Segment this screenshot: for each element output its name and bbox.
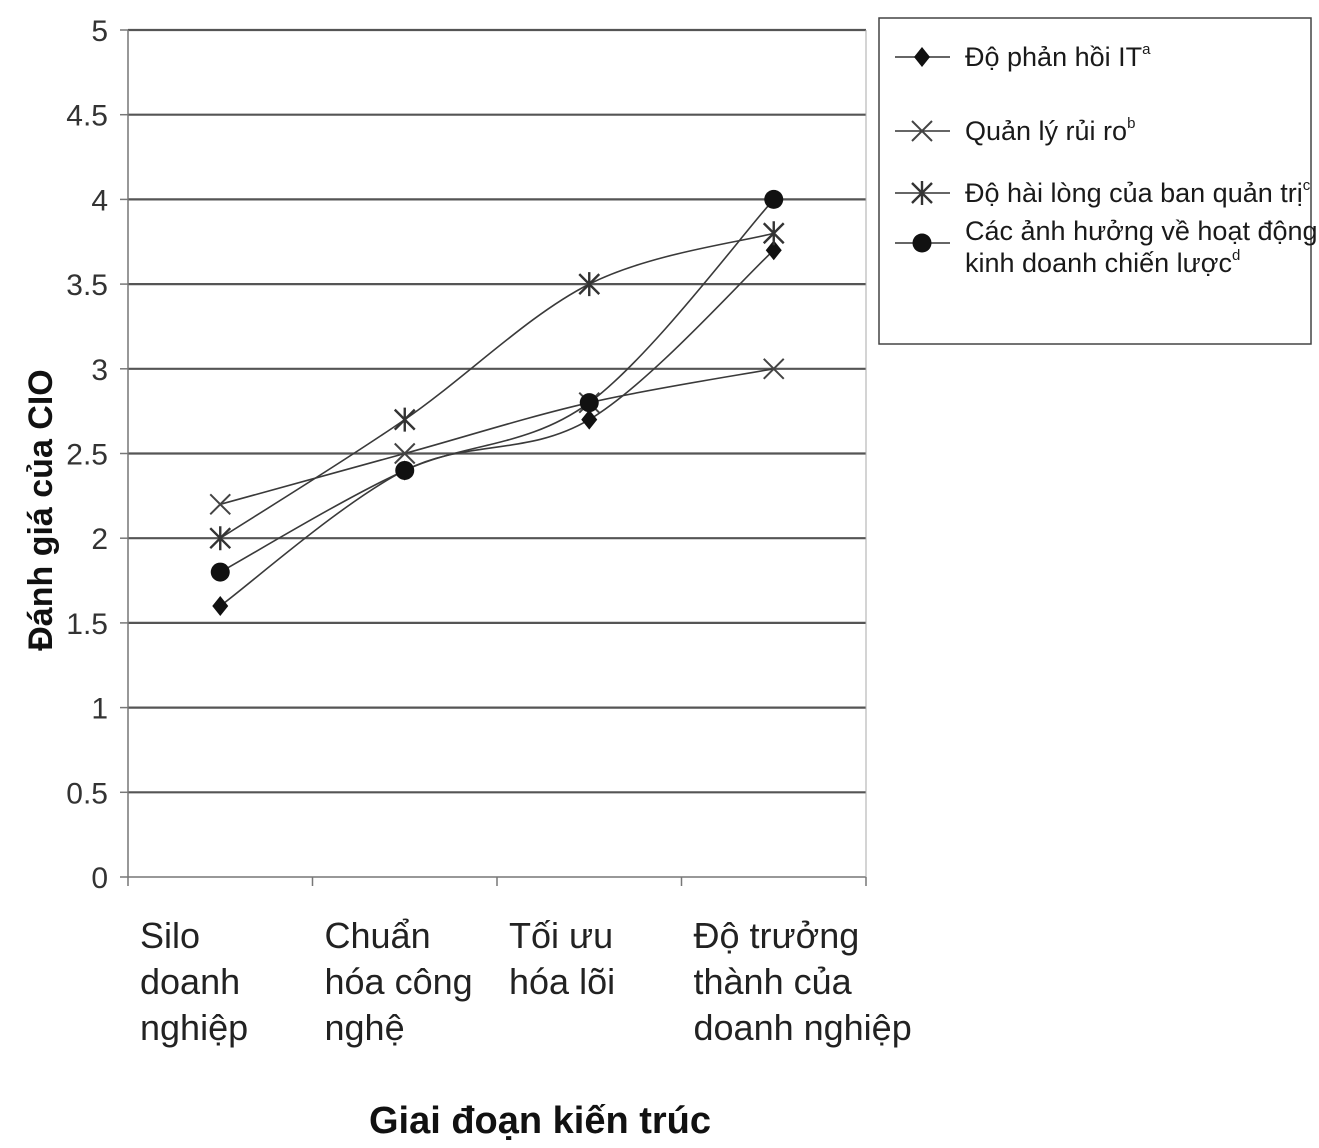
x-marker <box>911 120 933 142</box>
series-line <box>219 232 774 539</box>
circle-marker <box>395 460 415 480</box>
x-marker <box>209 493 231 516</box>
legend-label: Độ phản hồi ITa <box>965 41 1151 72</box>
x-category-label: Tối ưu hóa lõi <box>509 915 615 1002</box>
y-tick-label: 1 <box>91 693 108 726</box>
diamond-marker <box>765 240 782 261</box>
legend-box <box>878 17 1312 345</box>
star-marker <box>762 221 785 246</box>
series-line <box>219 198 775 573</box>
legend-label: Độ hài lòng của ban quản trịc <box>965 177 1311 208</box>
series-lines <box>209 189 785 616</box>
y-tick-label: 5 <box>91 15 108 48</box>
legend-label: Các ảnh hưởng về hoạt động kinh doanh chi… <box>965 216 1318 278</box>
star-marker <box>209 526 232 551</box>
circle-marker <box>912 233 932 253</box>
y-tick-label: 0 <box>91 862 108 895</box>
series-line <box>220 368 774 506</box>
y-tick-label: 4 <box>91 184 108 217</box>
x-axis-title: Giai đoạn kiến trúc <box>369 1100 711 1142</box>
y-tick-label: 0.5 <box>66 777 108 810</box>
y-tick-label: 3.5 <box>66 269 108 302</box>
x-category-label: Độ trưởng thành của doanh nghiệp <box>694 915 912 1048</box>
x-category-label: Silo doanh nghiệp <box>140 915 248 1048</box>
y-tick-label: 2.5 <box>66 439 108 472</box>
x-marker <box>763 358 785 380</box>
grid-lines <box>128 28 866 794</box>
axes <box>120 29 867 886</box>
star-marker <box>911 181 933 205</box>
diamond-marker <box>914 47 930 67</box>
circle-marker <box>210 562 230 582</box>
circle-marker <box>579 393 599 413</box>
star-marker <box>578 272 601 297</box>
circle-marker <box>764 189 784 209</box>
legend-label: Quản lý rủi rob <box>965 115 1135 146</box>
diamond-marker <box>581 409 598 430</box>
x-category-label: Chuẩn hóa công nghệ <box>325 915 473 1048</box>
x-marker <box>394 442 416 465</box>
y-tick-label: 3 <box>91 354 108 387</box>
y-tick-label: 2 <box>91 523 108 556</box>
star-marker <box>393 407 416 432</box>
y-tick-label: 1.5 <box>66 608 108 641</box>
legend: Độ phản hồi ITa Quản lý rủi rob Độ hài lòn… <box>878 17 1318 345</box>
series-line <box>219 249 775 607</box>
diamond-marker <box>212 595 229 616</box>
y-tick-label: 4.5 <box>66 100 108 133</box>
tick-labels: 0 0.5 1 1.5 2 2.5 3 3.5 4 4.5 5 Silo doanh nghiệp Chuẩ… <box>66 15 911 1048</box>
y-axis-title: Đánh giá của CIO <box>22 369 60 651</box>
